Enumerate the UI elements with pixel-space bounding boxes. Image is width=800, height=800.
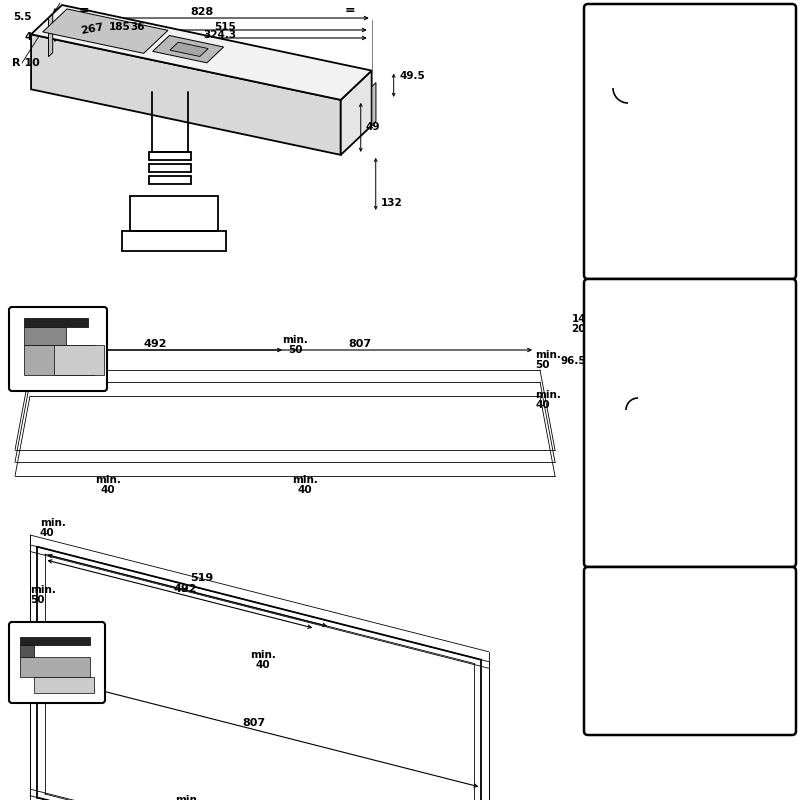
Text: 211: 211 [781, 363, 791, 385]
Text: 234: 234 [672, 235, 694, 245]
Bar [24, 345, 94, 375]
Text: 50: 50 [535, 360, 550, 370]
FancyBboxPatch shape [584, 279, 796, 567]
FancyBboxPatch shape [584, 4, 796, 279]
Text: 521: 521 [681, 511, 703, 521]
Text: 487: 487 [689, 292, 711, 302]
Bar [24, 318, 88, 327]
Bar [20, 645, 34, 657]
Text: min.: min. [535, 390, 561, 400]
Text: 6.7: 6.7 [729, 13, 747, 23]
Text: =: = [78, 5, 90, 18]
Polygon shape [31, 5, 372, 100]
Text: 49.5: 49.5 [400, 70, 426, 81]
Text: 5.5: 5.5 [14, 12, 32, 22]
Polygon shape [49, 14, 53, 57]
Text: 132: 132 [381, 198, 402, 208]
Bar [54, 345, 104, 375]
Text: min.: min. [292, 475, 318, 485]
Text: 519: 519 [190, 574, 214, 583]
Text: 18.5: 18.5 [637, 13, 663, 23]
Polygon shape [42, 9, 168, 54]
Text: 40: 40 [101, 485, 115, 495]
Text: 807: 807 [242, 718, 266, 728]
Text: min.: min. [95, 475, 121, 485]
Polygon shape [153, 35, 224, 63]
Text: =: = [344, 5, 355, 18]
Bar [24, 327, 66, 345]
FancyBboxPatch shape [9, 622, 105, 703]
Text: 96.5: 96.5 [560, 356, 586, 366]
Text: 40: 40 [256, 660, 270, 670]
Text: 267: 267 [79, 22, 104, 36]
Polygon shape [31, 34, 341, 155]
Text: 492: 492 [143, 339, 166, 349]
Text: min.: min. [40, 518, 66, 528]
FancyBboxPatch shape [584, 567, 796, 735]
Text: 296: 296 [724, 235, 746, 245]
Text: 279: 279 [624, 235, 646, 245]
Polygon shape [170, 42, 208, 57]
Text: 260.5: 260.5 [651, 255, 685, 265]
Text: 4: 4 [25, 32, 32, 42]
Text: min.: min. [175, 795, 201, 800]
Text: 253: 253 [636, 496, 658, 506]
Bar [20, 637, 90, 645]
Text: 324.3: 324.3 [203, 30, 236, 40]
FancyBboxPatch shape [9, 307, 107, 391]
Text: 240.5: 240.5 [783, 393, 793, 424]
Text: min.: min. [282, 335, 308, 345]
Text: 40: 40 [535, 400, 550, 410]
Text: min.: min. [250, 650, 276, 660]
Polygon shape [341, 70, 372, 155]
Text: min.: min. [535, 350, 561, 360]
Bar [34, 677, 94, 693]
Text: 185: 185 [109, 22, 131, 32]
Text: 36: 36 [130, 22, 145, 32]
Text: min.: min. [30, 585, 56, 595]
Text: 40: 40 [298, 485, 312, 495]
Text: R 10: R 10 [12, 58, 40, 68]
Text: 515: 515 [214, 22, 235, 32]
Text: 793: 793 [676, 721, 700, 731]
Text: 807: 807 [349, 339, 371, 349]
Text: 535: 535 [679, 526, 701, 536]
Bar [20, 657, 90, 677]
Text: 828: 828 [190, 7, 214, 17]
Text: 6.5: 6.5 [15, 685, 34, 695]
Text: 14: 14 [571, 314, 586, 324]
Text: 20: 20 [571, 324, 586, 334]
Text: 50: 50 [288, 345, 302, 355]
Text: 50: 50 [30, 595, 45, 605]
Text: 40: 40 [40, 528, 54, 538]
Polygon shape [372, 82, 376, 125]
Text: 59.5: 59.5 [703, 455, 729, 465]
Text: 492: 492 [173, 584, 197, 594]
Text: 49: 49 [366, 122, 380, 132]
